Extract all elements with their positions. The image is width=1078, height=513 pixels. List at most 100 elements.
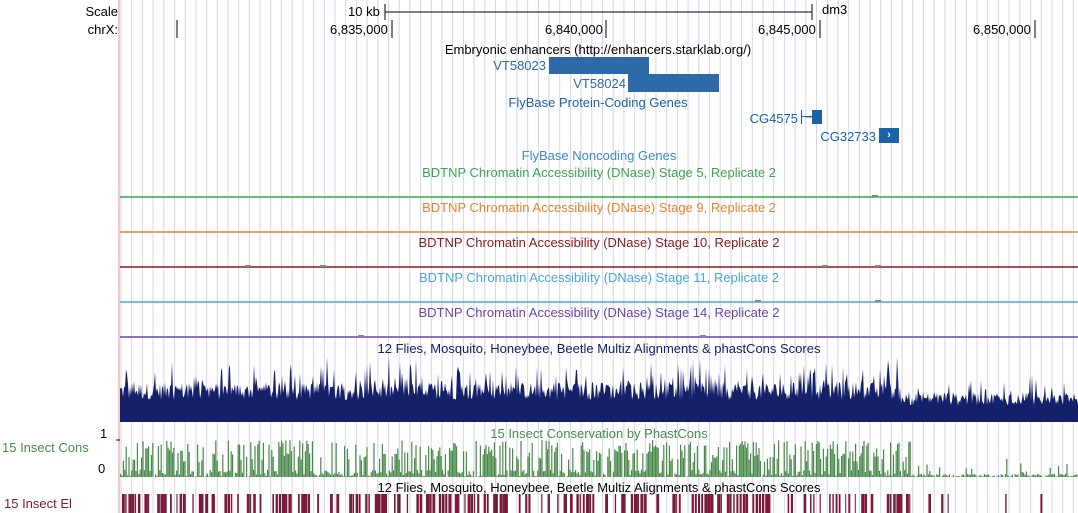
phastcons-bar	[629, 475, 631, 477]
conserved-element	[547, 494, 550, 513]
phastcons-bar	[909, 441, 911, 477]
phastcons-bar	[729, 441, 731, 477]
phastcons-bar	[736, 445, 738, 477]
enhancers-track-title[interactable]: Embryonic enhancers (http://enhancers.st…	[444, 42, 752, 57]
phastcons-bar	[929, 470, 931, 477]
phastcons-bar	[202, 447, 204, 477]
enhancer-feature-VT58023[interactable]	[549, 57, 649, 74]
conserved-element	[147, 494, 150, 513]
phastcons-bar	[542, 471, 544, 477]
phastcons-bar	[139, 469, 141, 477]
phastcons-bar	[946, 475, 948, 477]
phastcons-bar	[1011, 474, 1013, 477]
dnase-track-title[interactable]: BDTNP Chromatin Accessibility (DNase) St…	[422, 165, 776, 180]
gene-label[interactable]: CG4575	[749, 111, 798, 126]
dnase-peak	[875, 265, 881, 267]
phastcons-bar	[349, 475, 351, 477]
phastcons-bar	[894, 473, 896, 477]
phastcons-bar	[535, 476, 537, 477]
phastcons-bar	[134, 459, 136, 477]
phastcons-bar	[575, 470, 577, 477]
phastcons-bar	[941, 476, 943, 477]
phastcons-bar	[219, 471, 221, 477]
conserved-element	[493, 494, 497, 513]
conserved-element	[202, 494, 204, 513]
phastcons-bar	[234, 472, 236, 477]
phastcons-bar	[290, 451, 292, 477]
phastcons-bar	[171, 452, 173, 477]
phastcons-bar	[916, 475, 918, 477]
phastcons-bar	[475, 441, 477, 477]
conserved-element	[298, 494, 300, 513]
multiz-track-title[interactable]: 12 Flies, Mosquito, Honeybee, Beetle Mul…	[377, 341, 821, 356]
phastcons-side-label[interactable]: 15 Insect Cons	[2, 440, 89, 455]
conserved-element	[640, 494, 643, 513]
genes-track-title[interactable]: FlyBase Protein-Coding Genes	[508, 95, 688, 110]
phastcons-bar	[380, 472, 382, 477]
conserved-element	[179, 494, 182, 513]
phastcons-bar	[579, 475, 581, 477]
conserved-element	[675, 494, 677, 513]
scale-label: Scale	[85, 4, 118, 19]
phastcons-bar	[293, 446, 295, 477]
phastcons-bar	[486, 454, 488, 477]
phastcons-bar	[856, 461, 858, 477]
conserved-element	[198, 494, 203, 513]
phastcons-bar	[577, 472, 579, 477]
phastcons-bar	[407, 452, 409, 477]
dnase-track-title[interactable]: BDTNP Chromatin Accessibility (DNase) St…	[418, 235, 780, 250]
conserved-element	[374, 494, 378, 513]
noncoding-track-title[interactable]: FlyBase Noncoding Genes	[521, 148, 677, 163]
phastcons-bar	[447, 470, 449, 477]
enhancer-feature-VT58024[interactable]	[628, 74, 719, 92]
phastcons-bar	[1007, 475, 1009, 477]
dnase-track-title[interactable]: BDTNP Chromatin Accessibility (DNase) St…	[418, 305, 780, 320]
phastcons-bar	[887, 470, 889, 477]
dnase-track-title[interactable]: BDTNP Chromatin Accessibility (DNase) St…	[418, 270, 780, 285]
phastcons-bar	[268, 444, 270, 477]
conserved-element	[730, 494, 732, 513]
phastcons-bar	[597, 460, 599, 477]
phastcons-bar	[468, 471, 470, 477]
phastcons-bar	[528, 452, 530, 477]
gene-exon-CG4575[interactable]	[812, 110, 822, 124]
phastcons-bar	[583, 450, 585, 477]
elements-track-title[interactable]: 12 Flies, Mosquito, Honeybee, Beetle Mul…	[377, 480, 821, 495]
phastcons-bar	[372, 470, 374, 477]
phastcons-bar	[776, 458, 778, 477]
phastcons-bar	[1063, 475, 1065, 477]
phastcons-bar	[598, 452, 600, 477]
phastcons-bar	[877, 456, 879, 477]
conserved-element	[557, 494, 559, 513]
phastcons-bar	[428, 445, 430, 477]
phastcons-bar	[1070, 475, 1072, 477]
gene-label[interactable]: CG32733	[820, 129, 876, 144]
phastcons-bar	[353, 472, 355, 477]
phastcons-bar	[143, 470, 145, 477]
dnase-peak	[320, 265, 326, 267]
phastcons-bar	[302, 443, 304, 477]
phastcons-track-title[interactable]: 15 Insect Conservation by PhastCons	[490, 426, 708, 441]
conserved-element	[163, 494, 167, 513]
conserved-element	[563, 494, 567, 513]
phastcons-bar	[282, 443, 284, 477]
phastcons-bar	[863, 440, 865, 477]
phastcons-bar	[232, 454, 234, 477]
enhancer-feature-label[interactable]: VT58024	[573, 76, 626, 91]
phastcons-bar	[804, 441, 806, 477]
elements-side-label[interactable]: 15 Insect El	[4, 496, 72, 511]
phastcons-bar	[489, 451, 491, 477]
phastcons-bar	[635, 470, 637, 477]
conserved-element	[864, 494, 868, 513]
enhancer-feature-label[interactable]: VT58023	[493, 58, 546, 73]
phastcons-bar	[289, 440, 291, 477]
phastcons-bar	[755, 442, 757, 477]
dnase-track-title[interactable]: BDTNP Chromatin Accessibility (DNase) St…	[422, 200, 776, 215]
phastcons-bar	[498, 474, 500, 477]
gene-exon-CG32733-chevron-right-icon[interactable]: ›	[879, 128, 899, 143]
phastcons-bar	[871, 475, 873, 477]
phastcons-bar	[1051, 474, 1053, 477]
phastcons-bar	[243, 444, 245, 477]
phastcons-bar	[951, 476, 953, 477]
